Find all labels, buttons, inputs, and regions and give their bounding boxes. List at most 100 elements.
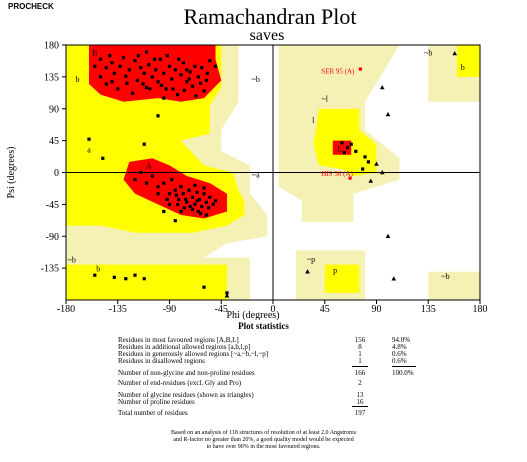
residue-point <box>156 185 160 189</box>
y-tick-label: -45 <box>46 200 59 211</box>
residue-point <box>176 202 180 206</box>
region-generous-b-right-bottom <box>428 271 480 300</box>
x-axis-label: Phi (degrees) <box>226 310 279 320</box>
region-label: b <box>96 265 100 274</box>
region-label: l <box>312 116 315 125</box>
residue-point <box>195 190 199 194</box>
residue-point <box>167 64 172 68</box>
residue-point <box>150 174 154 178</box>
residue-point <box>165 197 169 201</box>
count-rule <box>352 366 368 367</box>
stat-row-percent: 4.8% <box>392 343 407 351</box>
residue-point <box>148 87 152 91</box>
x-tick-label: -135 <box>109 304 127 315</box>
residue-point <box>101 156 105 160</box>
y-tick-label: -135 <box>41 264 59 275</box>
region-label: ~p <box>307 255 315 264</box>
footnote-line-3: to have over 90% in the most favoured re… <box>206 444 321 450</box>
residue-point <box>124 277 128 281</box>
residue-point <box>127 68 131 72</box>
glycine-point <box>224 293 230 298</box>
glycine-point <box>379 85 385 90</box>
residue-point <box>187 188 191 192</box>
stat-proline-count: 16 <box>356 398 364 406</box>
x-tick-label: 0 <box>271 304 276 315</box>
total-rule <box>352 406 368 407</box>
residue-point <box>225 291 229 295</box>
residue-point <box>170 178 174 182</box>
residue-point <box>196 75 200 79</box>
region-favoured-A <box>123 158 227 219</box>
stat-row-label: Residues in additional allowed regions [… <box>118 343 251 351</box>
residue-point <box>150 75 154 79</box>
residue-point <box>190 207 195 211</box>
residue-point <box>162 71 166 75</box>
residue-point <box>170 77 174 81</box>
residue-point <box>177 197 181 201</box>
residue-point <box>213 64 218 68</box>
stat-row-count: 1 <box>358 350 362 358</box>
residue-point <box>200 204 204 209</box>
region-label: B <box>92 49 97 58</box>
residue-point <box>108 54 112 58</box>
y-tick-label: 90 <box>49 104 59 115</box>
region-label: b <box>76 75 80 84</box>
y-axis-label: Psi (degrees) <box>6 147 17 199</box>
residue-point <box>162 96 166 100</box>
stat-row-percent: 94.0% <box>392 336 411 344</box>
region-allowed-b-right <box>457 45 480 77</box>
residue-point <box>340 141 344 145</box>
glycine-point <box>385 111 391 117</box>
residue-point <box>133 273 137 277</box>
stat-end-residues-label: Number of end-residues (excl. Gly and Pr… <box>118 379 242 387</box>
residue-point <box>187 77 191 81</box>
residue-point <box>208 195 212 199</box>
chart-title: Ramachandran Plot <box>184 4 357 29</box>
residue-point <box>196 209 200 214</box>
residue-point <box>361 167 365 171</box>
residue-point <box>198 212 203 216</box>
residue-point <box>208 59 212 63</box>
residue-point <box>205 71 209 75</box>
stat-row-count: 8 <box>358 343 362 351</box>
residue-point <box>110 61 114 65</box>
residue-point <box>185 80 189 84</box>
region-label: ~l <box>321 95 328 104</box>
residue-point <box>144 181 149 185</box>
program-name: PROCHECK <box>8 2 54 11</box>
region-label: b <box>461 63 465 72</box>
residue-point <box>207 206 211 210</box>
region-favoured-B <box>89 45 222 102</box>
x-tick-label: 135 <box>421 304 436 315</box>
residue-point <box>204 200 208 204</box>
x-tick-label: 180 <box>473 304 488 315</box>
residue-point <box>142 142 146 146</box>
stat-nonglycine-percent: 100.0% <box>392 369 414 377</box>
residue-point <box>116 87 120 91</box>
stat-row-label: Residues in most favoured regions [A,B,L… <box>118 336 239 344</box>
residue-point <box>156 114 160 118</box>
stat-nonglycine-count: 166 <box>354 369 366 377</box>
residue-point <box>193 64 197 68</box>
stat-total-count: 197 <box>354 409 366 417</box>
residue-point <box>198 81 203 85</box>
residue-point <box>136 54 140 58</box>
residue-point <box>156 192 160 196</box>
stat-row-count: 156 <box>354 336 366 344</box>
y-tick-label: -90 <box>46 232 59 243</box>
residue-point <box>179 209 183 214</box>
stat-row-percent: 0.6% <box>392 350 407 358</box>
residue-point <box>354 149 358 153</box>
region-allowed-bottom-left <box>66 275 227 300</box>
residue-point <box>112 71 116 75</box>
annotation-marker <box>348 176 352 180</box>
residue-point <box>342 151 346 155</box>
stat-glycine-count: 13 <box>356 391 364 399</box>
residue-annotation: HIS 36 (A) <box>321 170 353 178</box>
y-tick-label: 135 <box>44 72 59 83</box>
residue-point <box>104 66 108 70</box>
residue-point <box>179 73 183 77</box>
residue-point <box>366 160 370 164</box>
residue-point <box>162 209 166 214</box>
